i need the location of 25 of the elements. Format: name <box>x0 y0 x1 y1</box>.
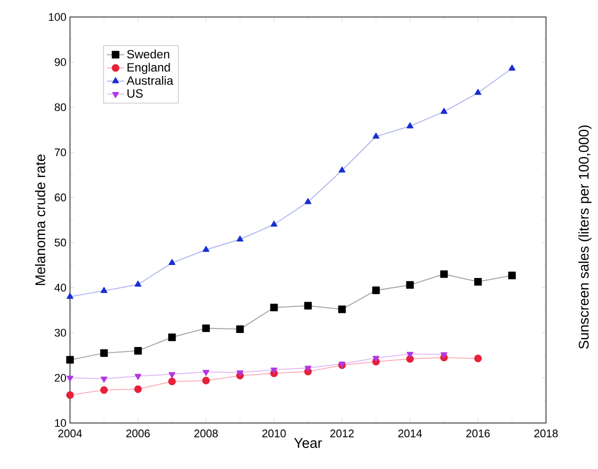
x-tick-label: 2004 <box>58 430 82 438</box>
legend-label: Sweden <box>127 50 170 58</box>
x-tick-label: 2012 <box>330 430 354 438</box>
x-tick-label: 2006 <box>126 430 150 438</box>
y-tick-label: 100 <box>48 13 66 21</box>
x-tick-label: 2008 <box>194 430 218 438</box>
x-tick-label: 2014 <box>398 430 422 438</box>
x-tick-label: 2010 <box>262 430 286 438</box>
x-axis-title: Year <box>294 438 322 448</box>
legend-label: England <box>128 62 170 74</box>
y-tick-label: 50 <box>54 238 66 246</box>
y-tick-label: 40 <box>54 284 66 292</box>
x-tick-label: 2018 <box>534 430 558 438</box>
x-tick-label: 2016 <box>466 430 490 438</box>
legend-label: US <box>128 89 143 98</box>
y-tick-label: 90 <box>54 58 66 66</box>
y-tick-label: 20 <box>54 374 66 382</box>
y-tick-label: 60 <box>54 194 66 202</box>
legend-label: Australia <box>126 76 174 85</box>
y-tick-label: 30 <box>54 328 66 337</box>
y-tick-label: 10 <box>55 419 66 427</box>
y-tick-label: 70 <box>54 148 66 156</box>
y-tick-label: 80 <box>54 103 66 112</box>
y2-axis-title: Sunscreen sales (liters per 100,000) <box>578 125 592 349</box>
y-axis-title: Melanoma crude rate <box>34 154 46 285</box>
